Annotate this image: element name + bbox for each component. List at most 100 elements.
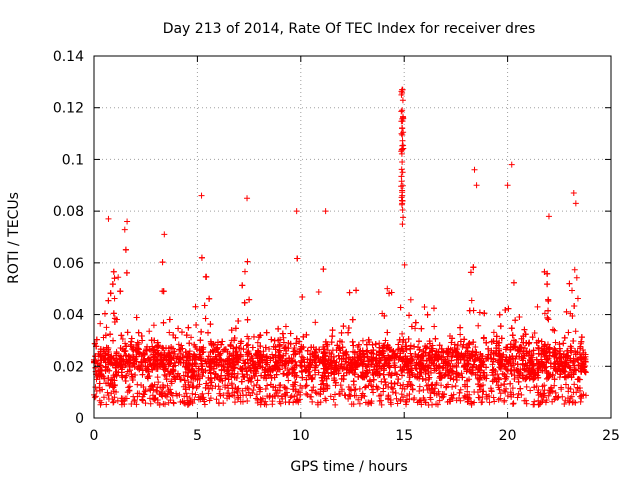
data-point — [280, 370, 287, 377]
data-point — [432, 335, 439, 342]
data-point — [123, 269, 130, 276]
data-point — [545, 296, 552, 303]
data-point — [251, 373, 258, 380]
data-point — [572, 348, 579, 355]
data-point — [329, 333, 336, 340]
data-point — [186, 348, 193, 355]
data-point — [507, 356, 514, 363]
data-point — [436, 363, 443, 370]
data-point — [497, 323, 504, 330]
data-point — [571, 303, 578, 310]
data-point — [122, 340, 129, 347]
data-point — [205, 329, 212, 336]
data-point — [353, 287, 360, 294]
data-point — [530, 362, 537, 369]
data-point — [430, 305, 437, 312]
data-point — [412, 365, 419, 372]
data-points — [91, 86, 589, 408]
data-point — [532, 371, 539, 378]
data-point — [385, 371, 392, 378]
data-point — [100, 334, 107, 341]
data-point — [97, 320, 104, 327]
data-point — [247, 367, 254, 374]
data-point — [449, 352, 456, 359]
data-point — [101, 375, 108, 382]
data-point — [455, 360, 462, 367]
data-point — [346, 289, 353, 296]
data-point — [282, 323, 289, 330]
data-point — [345, 329, 352, 336]
data-point — [160, 288, 167, 295]
data-point — [407, 345, 414, 352]
data-point — [345, 325, 352, 332]
data-point — [399, 372, 406, 379]
data-point — [160, 345, 167, 352]
data-point — [490, 329, 497, 336]
data-point — [275, 325, 282, 332]
data-point — [246, 296, 253, 303]
data-point — [154, 374, 161, 381]
data-point — [191, 351, 198, 358]
data-point — [138, 332, 145, 339]
data-point — [291, 344, 298, 351]
data-point — [220, 363, 227, 370]
data-point — [481, 310, 488, 317]
data-point — [569, 312, 576, 319]
data-point — [178, 329, 185, 336]
data-point — [350, 342, 357, 349]
data-point — [172, 376, 179, 383]
data-point — [359, 337, 366, 344]
data-point — [392, 389, 399, 396]
data-point — [494, 371, 501, 378]
data-point — [130, 352, 137, 359]
data-point — [166, 371, 173, 378]
data-point — [557, 371, 564, 378]
chart-title: Day 213 of 2014, Rate Of TEC Index for r… — [163, 21, 536, 37]
data-point — [107, 290, 114, 297]
data-point — [549, 326, 556, 333]
data-point — [244, 351, 251, 358]
data-point — [117, 288, 124, 295]
data-point — [422, 377, 429, 384]
data-point — [181, 377, 188, 384]
data-point — [326, 349, 333, 356]
data-point — [244, 316, 251, 323]
data-point — [266, 346, 273, 353]
data-point — [572, 328, 579, 335]
data-point — [357, 348, 364, 355]
data-point — [450, 376, 457, 383]
data-point — [424, 311, 431, 318]
data-point — [276, 354, 283, 361]
data-point — [197, 337, 204, 344]
data-point — [502, 363, 509, 370]
data-point — [146, 328, 153, 335]
data-point — [254, 339, 261, 346]
data-point — [198, 328, 205, 335]
data-point — [239, 282, 246, 289]
data-point — [366, 378, 373, 385]
data-point — [512, 317, 519, 324]
data-point — [545, 316, 552, 323]
data-point — [517, 385, 524, 392]
data-point — [244, 258, 251, 265]
data-point — [466, 354, 473, 361]
data-point — [298, 353, 305, 360]
data-point — [109, 281, 116, 288]
data-point — [101, 310, 108, 317]
data-point — [335, 352, 342, 359]
data-point — [531, 330, 538, 337]
data-point — [312, 319, 319, 326]
data-point — [571, 266, 578, 273]
data-point — [119, 335, 126, 342]
data-point — [514, 361, 521, 368]
data-point — [468, 370, 475, 377]
data-point — [397, 350, 404, 357]
data-point — [202, 315, 209, 322]
data-point — [461, 336, 468, 343]
data-point — [242, 359, 249, 366]
data-point — [184, 373, 191, 380]
data-point — [240, 373, 247, 380]
data-point — [110, 268, 117, 275]
data-point — [561, 334, 568, 341]
data-point — [205, 353, 212, 360]
